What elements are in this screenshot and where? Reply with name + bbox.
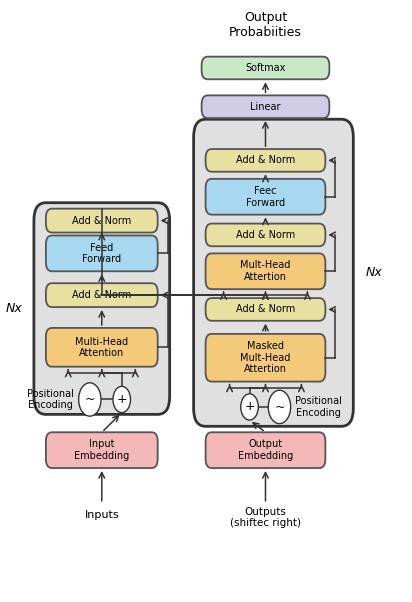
FancyBboxPatch shape	[34, 203, 170, 414]
Text: Feec
Forward: Feec Forward	[246, 186, 285, 208]
FancyBboxPatch shape	[206, 432, 325, 468]
Text: ~: ~	[274, 400, 285, 414]
Text: Add & Norm: Add & Norm	[236, 230, 295, 240]
Text: Inputs: Inputs	[84, 510, 119, 520]
Text: Softmax: Softmax	[245, 63, 286, 73]
FancyBboxPatch shape	[46, 432, 158, 468]
Text: Multi-Head
Attention: Multi-Head Attention	[75, 337, 129, 358]
Text: +: +	[117, 393, 127, 406]
FancyBboxPatch shape	[46, 328, 158, 367]
FancyBboxPatch shape	[46, 235, 158, 272]
Text: Nx: Nx	[5, 302, 22, 315]
Text: Positional
Encoding: Positional Encoding	[295, 396, 342, 418]
Circle shape	[241, 394, 258, 420]
Text: Mult-Head
Attertion: Mult-Head Attertion	[240, 261, 291, 282]
FancyBboxPatch shape	[206, 334, 325, 382]
FancyBboxPatch shape	[46, 209, 158, 232]
FancyBboxPatch shape	[206, 253, 325, 289]
Text: Add & Norm: Add & Norm	[236, 155, 295, 166]
Text: Feed
Forward: Feed Forward	[82, 243, 122, 264]
Circle shape	[268, 390, 290, 424]
Text: Positional
Encoding: Positional Encoding	[27, 389, 74, 411]
Text: Outputs
(shiftec right): Outputs (shiftec right)	[230, 507, 301, 529]
FancyBboxPatch shape	[194, 119, 353, 426]
Text: Input
Embedding: Input Embedding	[74, 439, 129, 461]
FancyBboxPatch shape	[206, 298, 325, 321]
FancyBboxPatch shape	[46, 283, 158, 307]
Text: Add & Norm: Add & Norm	[236, 305, 295, 314]
Circle shape	[79, 383, 101, 416]
Text: +: +	[244, 400, 255, 414]
FancyBboxPatch shape	[201, 95, 329, 118]
Text: Nx: Nx	[365, 266, 382, 279]
FancyBboxPatch shape	[206, 149, 325, 172]
Text: Add & Norm: Add & Norm	[72, 290, 131, 300]
Text: Add & Norm: Add & Norm	[72, 216, 131, 226]
Text: Output
Probabiities: Output Probabiities	[229, 11, 302, 39]
Text: Masked
Mult-Head
Attertion: Masked Mult-Head Attertion	[240, 341, 291, 374]
Text: ~: ~	[84, 393, 95, 406]
Text: Linear: Linear	[250, 102, 281, 112]
FancyBboxPatch shape	[206, 223, 325, 246]
Text: Output
Embedding: Output Embedding	[238, 439, 293, 461]
FancyBboxPatch shape	[206, 179, 325, 215]
Circle shape	[113, 386, 131, 412]
FancyBboxPatch shape	[201, 57, 329, 79]
